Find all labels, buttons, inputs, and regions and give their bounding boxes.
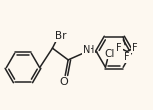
Text: N: N — [83, 45, 90, 55]
Text: F: F — [116, 43, 122, 53]
Text: F: F — [132, 43, 138, 53]
Text: Br: Br — [55, 31, 66, 41]
Text: O: O — [60, 77, 69, 87]
Text: F: F — [124, 52, 130, 62]
Text: H: H — [87, 45, 94, 55]
Text: Cl: Cl — [104, 49, 115, 59]
